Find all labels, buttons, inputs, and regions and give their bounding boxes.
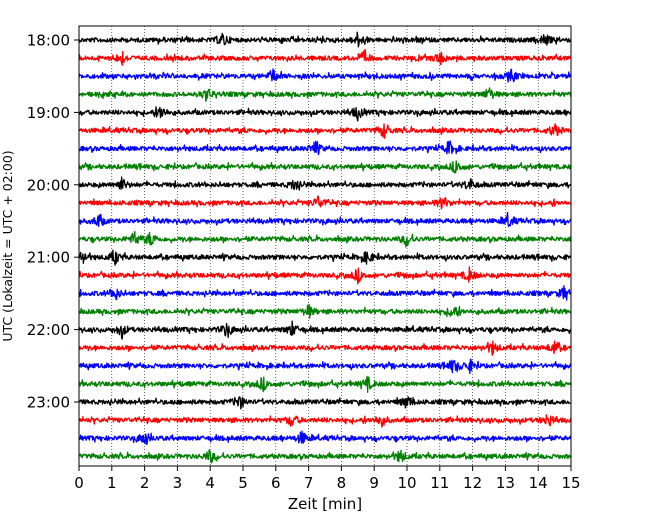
x-axis: 0 1 2 3 4 5 6 7 8 9 10 11 12 13 14 15 (74, 466, 581, 492)
x-tick-label: 7 (304, 474, 314, 492)
y-axis: 18:00 19:00 20:00 21:00 22:00 23:00 (27, 32, 79, 412)
x-tick-label: 0 (74, 474, 84, 492)
trace-2145 (78, 303, 572, 319)
x-tick-label: 11 (430, 474, 449, 492)
trace-2130 (78, 285, 572, 301)
x-tick-label: 10 (397, 474, 416, 492)
trace-2330 (78, 430, 572, 446)
y-axis-label: UTC (Lokalzeit = UTC + 02:00) (0, 150, 15, 341)
trace-2315 (78, 414, 572, 428)
y-tick-label: 22:00 (27, 321, 70, 339)
trace-1800 (78, 31, 572, 48)
y-tick-label: 18:00 (27, 32, 70, 50)
trace-1945 (78, 160, 572, 174)
trace-2045 (78, 230, 572, 248)
trace-2200 (78, 320, 572, 340)
plot-frame (78, 25, 572, 467)
y-tick-label: 23:00 (27, 394, 70, 412)
x-tick-label: 2 (140, 474, 150, 492)
x-tick-label: 3 (173, 474, 183, 492)
trace-1830 (78, 68, 572, 83)
trace-2000 (78, 176, 572, 191)
x-tick-label: 8 (337, 474, 347, 492)
x-tick-label: 1 (107, 474, 117, 492)
trace-2230 (78, 358, 572, 375)
trace-1815 (78, 48, 572, 66)
trace-2115 (78, 266, 572, 285)
trace-2345 (78, 449, 572, 464)
y-tick-label: 21:00 (27, 249, 70, 267)
grid-layer (111, 26, 539, 466)
x-axis-label: Zeit [min] (288, 495, 362, 513)
x-tick-label: 14 (529, 474, 548, 492)
x-tick-label: 4 (205, 474, 215, 492)
y-tick-label: 19:00 (27, 104, 70, 122)
traces-layer (78, 31, 572, 464)
x-tick-label: 12 (463, 474, 482, 492)
trace-2030 (78, 211, 572, 228)
trace-1915 (78, 123, 572, 139)
x-tick-label: 9 (369, 474, 379, 492)
trace-2215 (78, 340, 572, 356)
trace-2300 (78, 396, 572, 410)
trace-1900 (78, 106, 572, 122)
x-tick-label: 13 (496, 474, 515, 492)
trace-2100 (78, 249, 572, 266)
trace-1930 (78, 140, 572, 156)
x-tick-label: 15 (561, 474, 580, 492)
trace-2015 (78, 195, 572, 210)
x-tick-label: 5 (238, 474, 248, 492)
trace-2245 (78, 375, 572, 393)
y-tick-label: 20:00 (27, 176, 70, 194)
trace-1845 (78, 87, 572, 102)
x-tick-label: 6 (271, 474, 281, 492)
